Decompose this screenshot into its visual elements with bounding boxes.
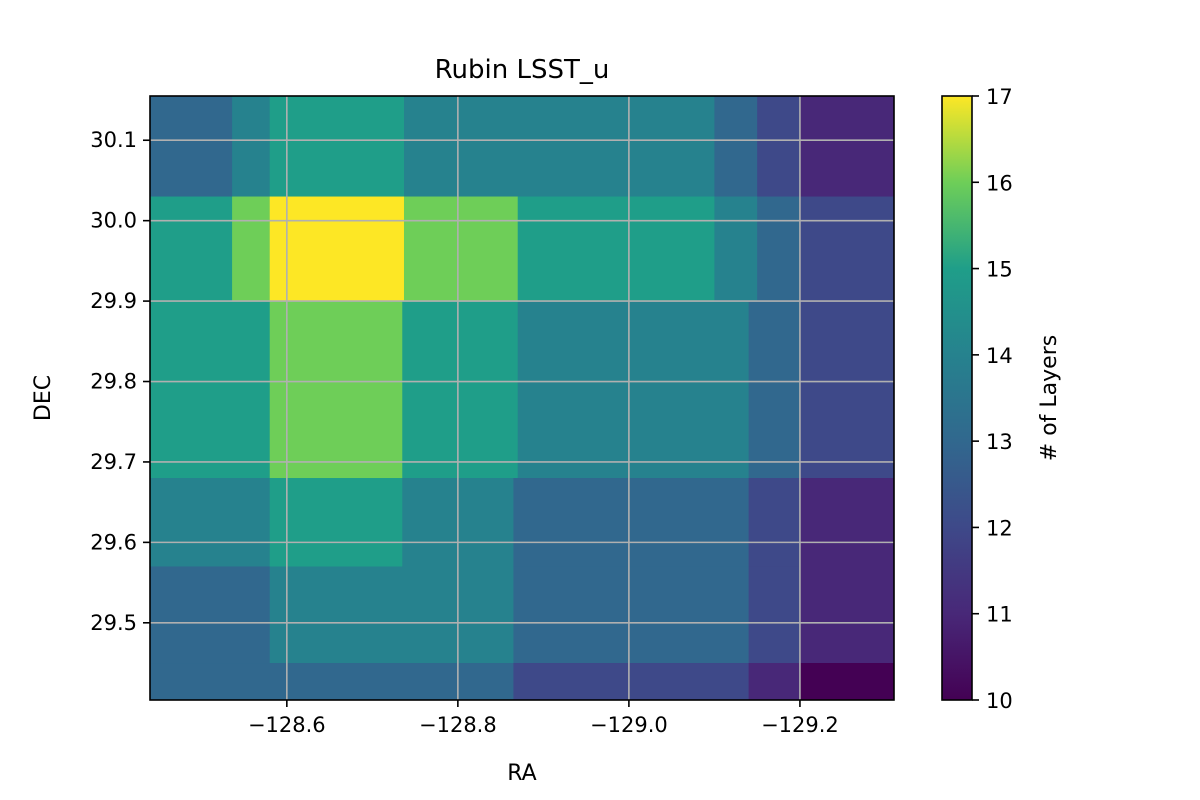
- colorbar-ticks: 10 11 12 13 14 15 16 17: [972, 85, 1013, 713]
- heatmap-cell: [748, 301, 801, 479]
- colorbar: 10 11 12 13 14 15 16 17 # of Layers: [941, 85, 1062, 713]
- heatmap-cell: [402, 301, 519, 479]
- y-axis-label: DEC: [31, 375, 56, 421]
- heatmap-cell: [714, 196, 758, 302]
- heatmap-cell: [150, 196, 233, 302]
- colorbar-tick-label: 13: [986, 430, 1013, 454]
- heatmap-cell: [150, 301, 271, 479]
- heatmap-cell: [150, 96, 233, 198]
- heatmap-cell: [150, 566, 271, 664]
- heatmap-cell: [513, 478, 750, 568]
- heatmap-cell: [799, 301, 894, 479]
- colorbar-tick-label: 17: [986, 85, 1013, 109]
- y-axis-ticks: 29.5 29.6 29.7 29.8 29.9 30.0 30.1: [90, 128, 150, 635]
- y-tick-label: 29.9: [90, 289, 137, 313]
- x-tick-label: −128.8: [419, 713, 497, 737]
- heatmap-cell: [150, 478, 271, 568]
- heatmap-cell: [517, 196, 716, 302]
- heatmap-cell: [232, 196, 271, 302]
- heatmap-cells: [150, 96, 894, 700]
- x-tick-label: −129.0: [590, 713, 668, 737]
- heatmap-cell: [757, 196, 801, 302]
- heatmap-cell: [269, 478, 403, 568]
- colorbar-tick-label: 12: [986, 516, 1013, 540]
- grid-lines: [150, 96, 894, 700]
- x-tick-label: −129.2: [761, 713, 839, 737]
- heatmap-cell: [403, 96, 716, 198]
- heatmap-cell: [403, 196, 519, 302]
- y-tick-label: 29.6: [90, 530, 137, 554]
- colorbar-tick-label: 10: [986, 689, 1013, 713]
- colorbar-frame: [941, 95, 973, 701]
- y-tick-label: 29.8: [90, 370, 137, 394]
- heatmap-cell: [232, 96, 271, 198]
- heatmap-cell: [150, 663, 515, 700]
- heatmap-cell: [269, 196, 405, 302]
- heatmap-cell: [757, 96, 801, 198]
- heatmap-cell: [799, 478, 894, 568]
- colorbar-label: # of Layers: [1037, 335, 1062, 461]
- heatmap-cell: [513, 663, 750, 700]
- colorbar-gradient: [942, 96, 972, 700]
- plot-frame: [149, 95, 895, 701]
- y-tick-label: 30.0: [90, 209, 137, 233]
- colorbar-tick-label: 11: [986, 603, 1013, 627]
- heatmap-cell: [714, 96, 758, 198]
- y-tick-label: 30.1: [90, 128, 137, 152]
- x-axis-label: RA: [507, 761, 536, 786]
- heatmap-cell: [269, 566, 515, 664]
- heatmap-cell: [269, 96, 405, 198]
- colorbar-tick-label: 14: [986, 344, 1013, 368]
- heatmap-cell: [748, 478, 801, 568]
- heatmap-cell: [517, 301, 750, 479]
- heatmap-cell: [799, 96, 894, 198]
- heatmap-cell: [799, 663, 894, 700]
- heatmap-cell: [799, 196, 894, 302]
- heatmap-cell: [269, 301, 403, 479]
- colorbar-tick-label: 16: [986, 171, 1013, 195]
- x-tick-label: −128.6: [248, 713, 326, 737]
- heatmap-cell: [799, 566, 894, 664]
- chart-title: Rubin LSST_u: [435, 55, 610, 85]
- x-axis-ticks: −128.6 −128.8 −129.0 −129.2: [248, 700, 839, 737]
- heatmap-cell: [513, 566, 750, 664]
- y-tick-label: 29.7: [90, 450, 137, 474]
- heatmap-cell: [748, 663, 801, 700]
- y-tick-label: 29.5: [90, 611, 137, 635]
- heatmap-cell: [748, 566, 801, 664]
- colorbar-tick-label: 15: [986, 258, 1013, 282]
